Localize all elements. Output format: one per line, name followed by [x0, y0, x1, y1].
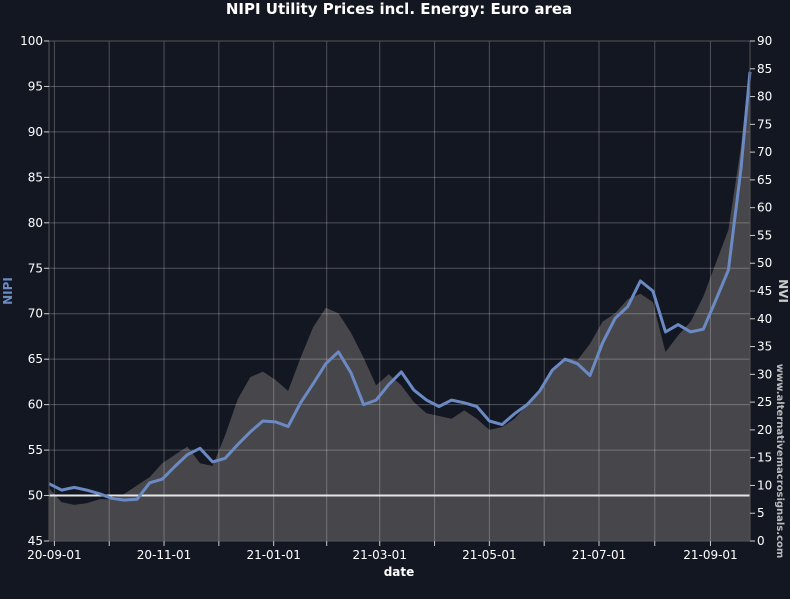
y-right-tick-label: 25	[757, 395, 772, 409]
y-right-tick-label: 20	[757, 423, 772, 437]
x-tick-label: 21-01-01	[246, 548, 300, 562]
y-left-tick-label: 65	[28, 352, 43, 366]
x-tick-label: 21-05-01	[462, 548, 516, 562]
y-left-tick-label: 45	[28, 534, 43, 548]
y-left-tick-label: 100	[20, 34, 43, 48]
nvi-area-series	[49, 63, 750, 541]
watermark-text: www.alternativemacrosignals.com	[774, 364, 785, 559]
y-right-tick-label: 45	[757, 284, 772, 298]
y-left-tick-label: 55	[28, 443, 43, 457]
x-tick-label: 21-09-01	[683, 548, 737, 562]
y-right-tick-label: 0	[757, 534, 765, 548]
y-left-tick-label: 60	[28, 398, 43, 412]
y-right-tick-label: 55	[757, 228, 772, 242]
y-right-tick-label: 90	[757, 34, 772, 48]
y-left-tick-label: 50	[28, 489, 43, 503]
y-right-tick-label: 50	[757, 256, 772, 270]
y-left-tick-label: 75	[28, 261, 43, 275]
y-right-tick-label: 10	[757, 478, 772, 492]
y-right-tick-label: 15	[757, 451, 772, 465]
nipi-line-series	[48, 71, 752, 502]
y-right-tick-label: 5	[757, 506, 765, 520]
y-axis-right-label: NVI	[776, 279, 790, 303]
y-left-tick-label: 70	[28, 307, 43, 321]
x-tick-label: 21-03-01	[352, 548, 406, 562]
y-right-tick-label: 60	[757, 201, 772, 215]
chart-title: NIPI Utility Prices incl. Energy: Euro a…	[226, 0, 572, 18]
y-right-tick-label: 35	[757, 340, 772, 354]
y-right-tick-label: 70	[757, 145, 772, 159]
y-left-tick-label: 95	[28, 79, 43, 93]
x-axis-label: date	[384, 565, 415, 579]
y-right-tick-label: 30	[757, 367, 772, 381]
x-tick-label: 20-09-01	[27, 548, 81, 562]
x-tick-label: 21-07-01	[572, 548, 626, 562]
y-right-tick-label: 85	[757, 62, 772, 76]
y-right-tick-label: 75	[757, 117, 772, 131]
y-right-tick-label: 65	[757, 173, 772, 187]
x-tick-label: 20-11-01	[137, 548, 191, 562]
y-left-tick-label: 90	[28, 125, 43, 139]
y-left-tick-label: 80	[28, 216, 43, 230]
y-left-tick-label: 85	[28, 170, 43, 184]
y-right-tick-label: 40	[757, 312, 772, 326]
y-axis-left-label: NIPI	[1, 277, 15, 305]
y-right-tick-label: 80	[757, 90, 772, 104]
